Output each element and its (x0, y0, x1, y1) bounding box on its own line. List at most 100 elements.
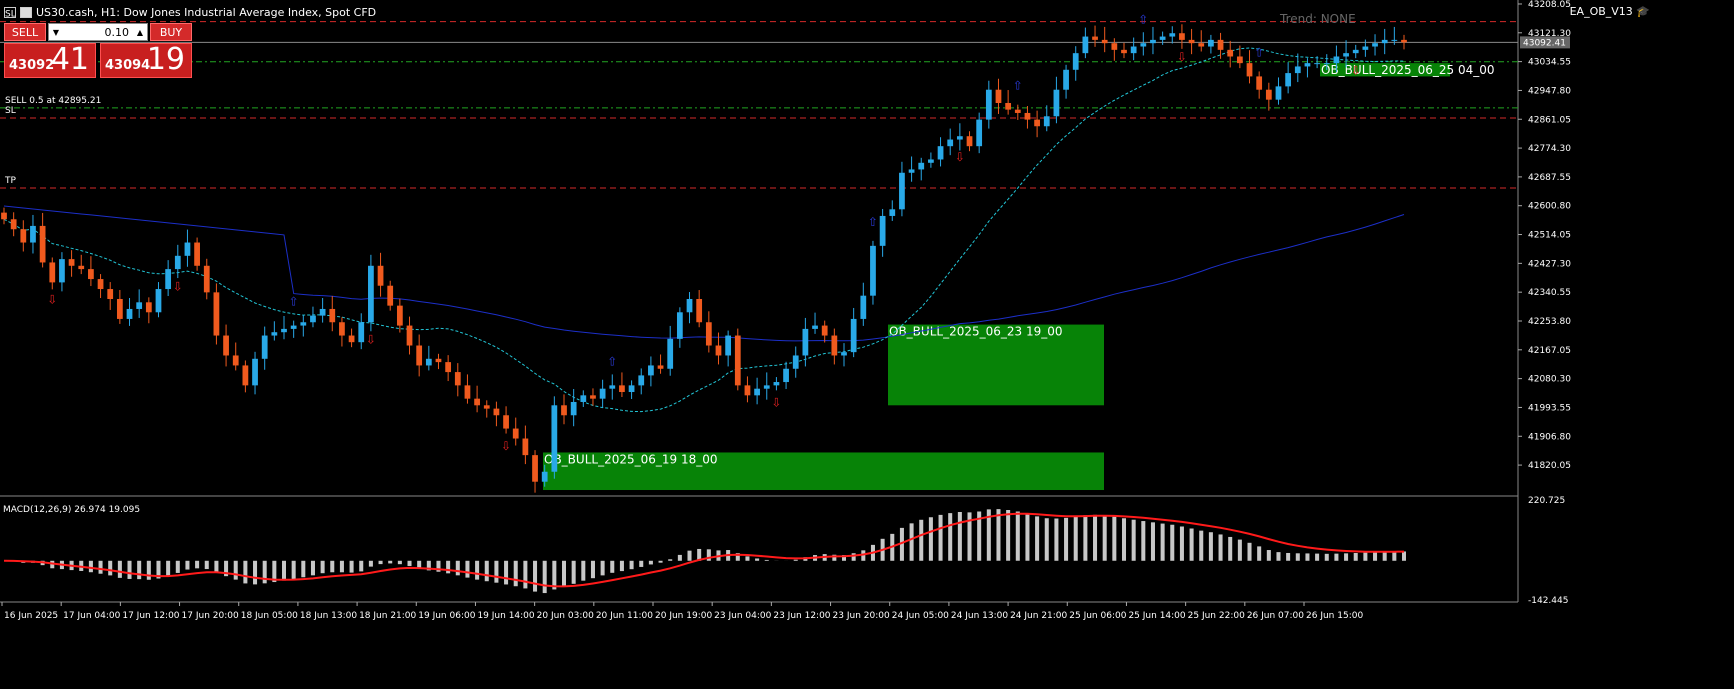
candle-body[interactable] (396, 305, 403, 326)
candle-body[interactable] (1111, 43, 1118, 50)
candle-body[interactable] (242, 365, 249, 386)
candle-body[interactable] (20, 229, 27, 243)
candle-body[interactable] (145, 302, 152, 313)
candle-body[interactable] (628, 385, 635, 393)
candle-body[interactable] (1150, 39, 1156, 44)
candle-body[interactable] (512, 428, 519, 439)
candle-body[interactable] (918, 162, 925, 170)
buy-button[interactable]: BUY (150, 23, 192, 41)
candle-body[interactable] (368, 265, 374, 323)
candle-body[interactable] (116, 298, 123, 319)
candle-body[interactable] (580, 395, 587, 402)
lot-increase-icon[interactable]: ▲ (136, 27, 144, 37)
candle-body[interactable] (812, 325, 818, 329)
candle-body[interactable] (821, 325, 828, 336)
candle-body[interactable] (1198, 43, 1205, 47)
lot-size-field[interactable]: ▼ 0.10 ▲ (48, 23, 148, 41)
candle-body[interactable] (1130, 46, 1137, 54)
candle-body[interactable] (599, 388, 606, 399)
candle-body[interactable] (281, 328, 287, 333)
candle-body[interactable] (908, 169, 915, 173)
candle-body[interactable] (1391, 39, 1398, 41)
candle-body[interactable] (59, 259, 65, 283)
bid-price-box[interactable]: 43092 41 (4, 43, 96, 78)
candle-body[interactable] (1, 212, 7, 220)
candle-body[interactable] (223, 335, 229, 356)
candle-body[interactable] (1265, 89, 1272, 100)
candle-body[interactable] (1401, 39, 1407, 43)
candle-body[interactable] (985, 89, 992, 120)
candle-body[interactable] (1169, 33, 1176, 37)
candle-body[interactable] (406, 325, 413, 346)
candle-body[interactable] (676, 312, 683, 339)
candle-body[interactable] (1072, 53, 1079, 70)
candle-body[interactable] (763, 385, 770, 389)
candle-body[interactable] (976, 119, 983, 147)
candle-body[interactable] (483, 405, 490, 409)
candle-body[interactable] (213, 292, 220, 336)
candle-body[interactable] (860, 295, 867, 319)
candle-body[interactable] (1362, 46, 1369, 50)
candle-body[interactable] (696, 298, 703, 323)
candle-body[interactable] (705, 322, 712, 346)
candle-body[interactable] (802, 328, 809, 356)
candle-body[interactable] (474, 398, 480, 406)
candle-body[interactable] (725, 335, 732, 356)
candle-body[interactable] (290, 325, 297, 329)
candle-body[interactable] (956, 136, 963, 140)
order-block-box[interactable] (1320, 63, 1450, 77)
candle-body[interactable] (1227, 49, 1234, 57)
candle-body[interactable] (899, 172, 905, 210)
candle-body[interactable] (261, 335, 268, 359)
candle-body[interactable] (232, 355, 239, 366)
ask-price-box[interactable]: 43094 19 (100, 43, 192, 78)
candle-body[interactable] (715, 345, 722, 356)
candle-body[interactable] (425, 358, 432, 366)
candle-body[interactable] (1188, 39, 1195, 44)
candle-body[interactable] (1121, 49, 1127, 54)
candle-body[interactable] (1063, 69, 1069, 90)
candle-body[interactable] (184, 242, 191, 256)
candle-body[interactable] (493, 408, 500, 416)
candle-body[interactable] (947, 139, 954, 147)
sell-button[interactable]: SELL (4, 23, 46, 41)
candle-body[interactable] (937, 146, 944, 160)
candle-body[interactable] (928, 159, 934, 163)
candle-body[interactable] (570, 401, 577, 416)
candle-body[interactable] (1333, 56, 1340, 64)
candle-body[interactable] (648, 365, 654, 376)
candle-body[interactable] (1381, 39, 1388, 44)
candle-body[interactable] (1236, 56, 1243, 64)
candle-body[interactable] (445, 362, 452, 373)
candle-body[interactable] (889, 209, 896, 216)
candle-body[interactable] (88, 269, 94, 280)
candle-body[interactable] (1246, 63, 1253, 77)
candle-body[interactable] (1314, 63, 1320, 65)
candle-body[interactable] (377, 265, 384, 286)
candle-body[interactable] (155, 289, 162, 313)
candle-body[interactable] (1082, 36, 1089, 54)
candle-body[interactable] (136, 302, 143, 309)
candle-body[interactable] (1343, 53, 1349, 57)
candle-body[interactable] (348, 335, 355, 343)
candle-body[interactable] (503, 415, 509, 429)
candle-body[interactable] (879, 215, 886, 246)
candle-body[interactable] (271, 332, 278, 336)
candle-body[interactable] (1101, 39, 1108, 44)
candle-body[interactable] (464, 385, 471, 399)
candle-body[interactable] (1005, 102, 1012, 110)
candle-body[interactable] (609, 385, 616, 389)
candle-body[interactable] (995, 89, 1002, 103)
lot-decrease-icon[interactable]: ▼ (52, 27, 60, 37)
candle-body[interactable] (1256, 76, 1263, 90)
candle-body[interactable] (783, 368, 789, 383)
candle-body[interactable] (638, 375, 645, 386)
candle-body[interactable] (1014, 109, 1021, 113)
candle-body[interactable] (68, 259, 75, 266)
candle-body[interactable] (1275, 86, 1282, 100)
candle-body[interactable] (203, 265, 210, 293)
candle-body[interactable] (39, 225, 46, 263)
candle-body[interactable] (850, 318, 857, 353)
candle-body[interactable] (97, 279, 104, 290)
